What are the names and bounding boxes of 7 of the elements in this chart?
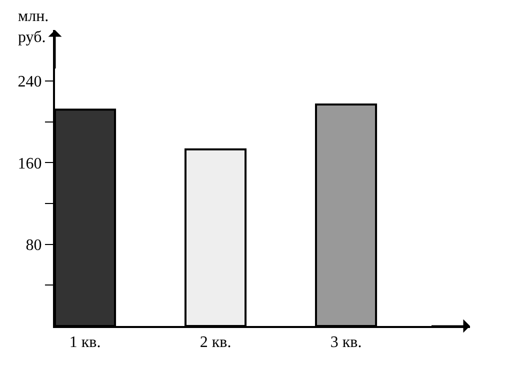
y-axis-title: млн. руб.: [18, 8, 49, 46]
x-tick-label: 1 кв.: [69, 334, 101, 352]
x-tick-label: 3 кв.: [330, 334, 362, 352]
y-tick-label: 240: [18, 74, 42, 91]
y-tick-label: 160: [18, 155, 42, 172]
x-tick-label: 2 кв.: [200, 334, 232, 352]
y-tick-label: 80: [26, 236, 42, 254]
